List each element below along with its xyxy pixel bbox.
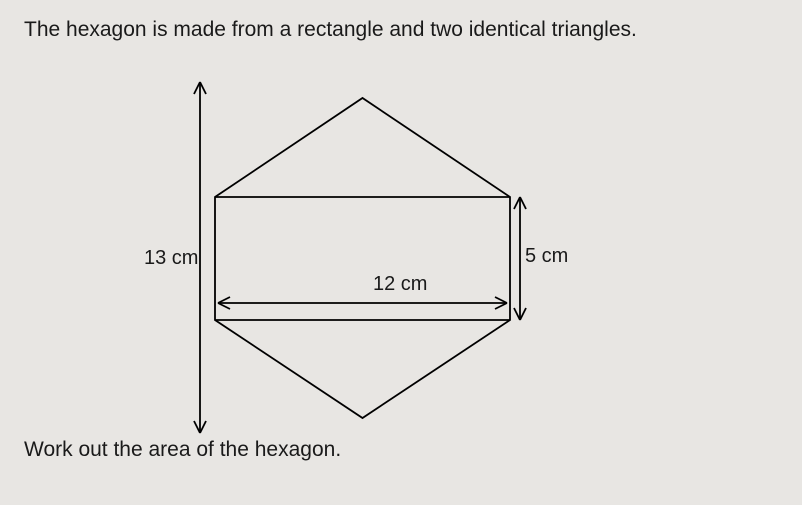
hexagon-outline — [215, 98, 510, 418]
label-12cm: 12 cm — [373, 273, 427, 296]
question-text: The hexagon is made from a rectangle and… — [24, 18, 637, 42]
label-5cm: 5 cm — [525, 245, 568, 268]
label-13cm: 13 cm — [144, 247, 198, 270]
instruction-text: Work out the area of the hexagon. — [24, 438, 341, 462]
hexagon-diagram: 13 cm 5 cm 12 cm — [100, 75, 600, 415]
